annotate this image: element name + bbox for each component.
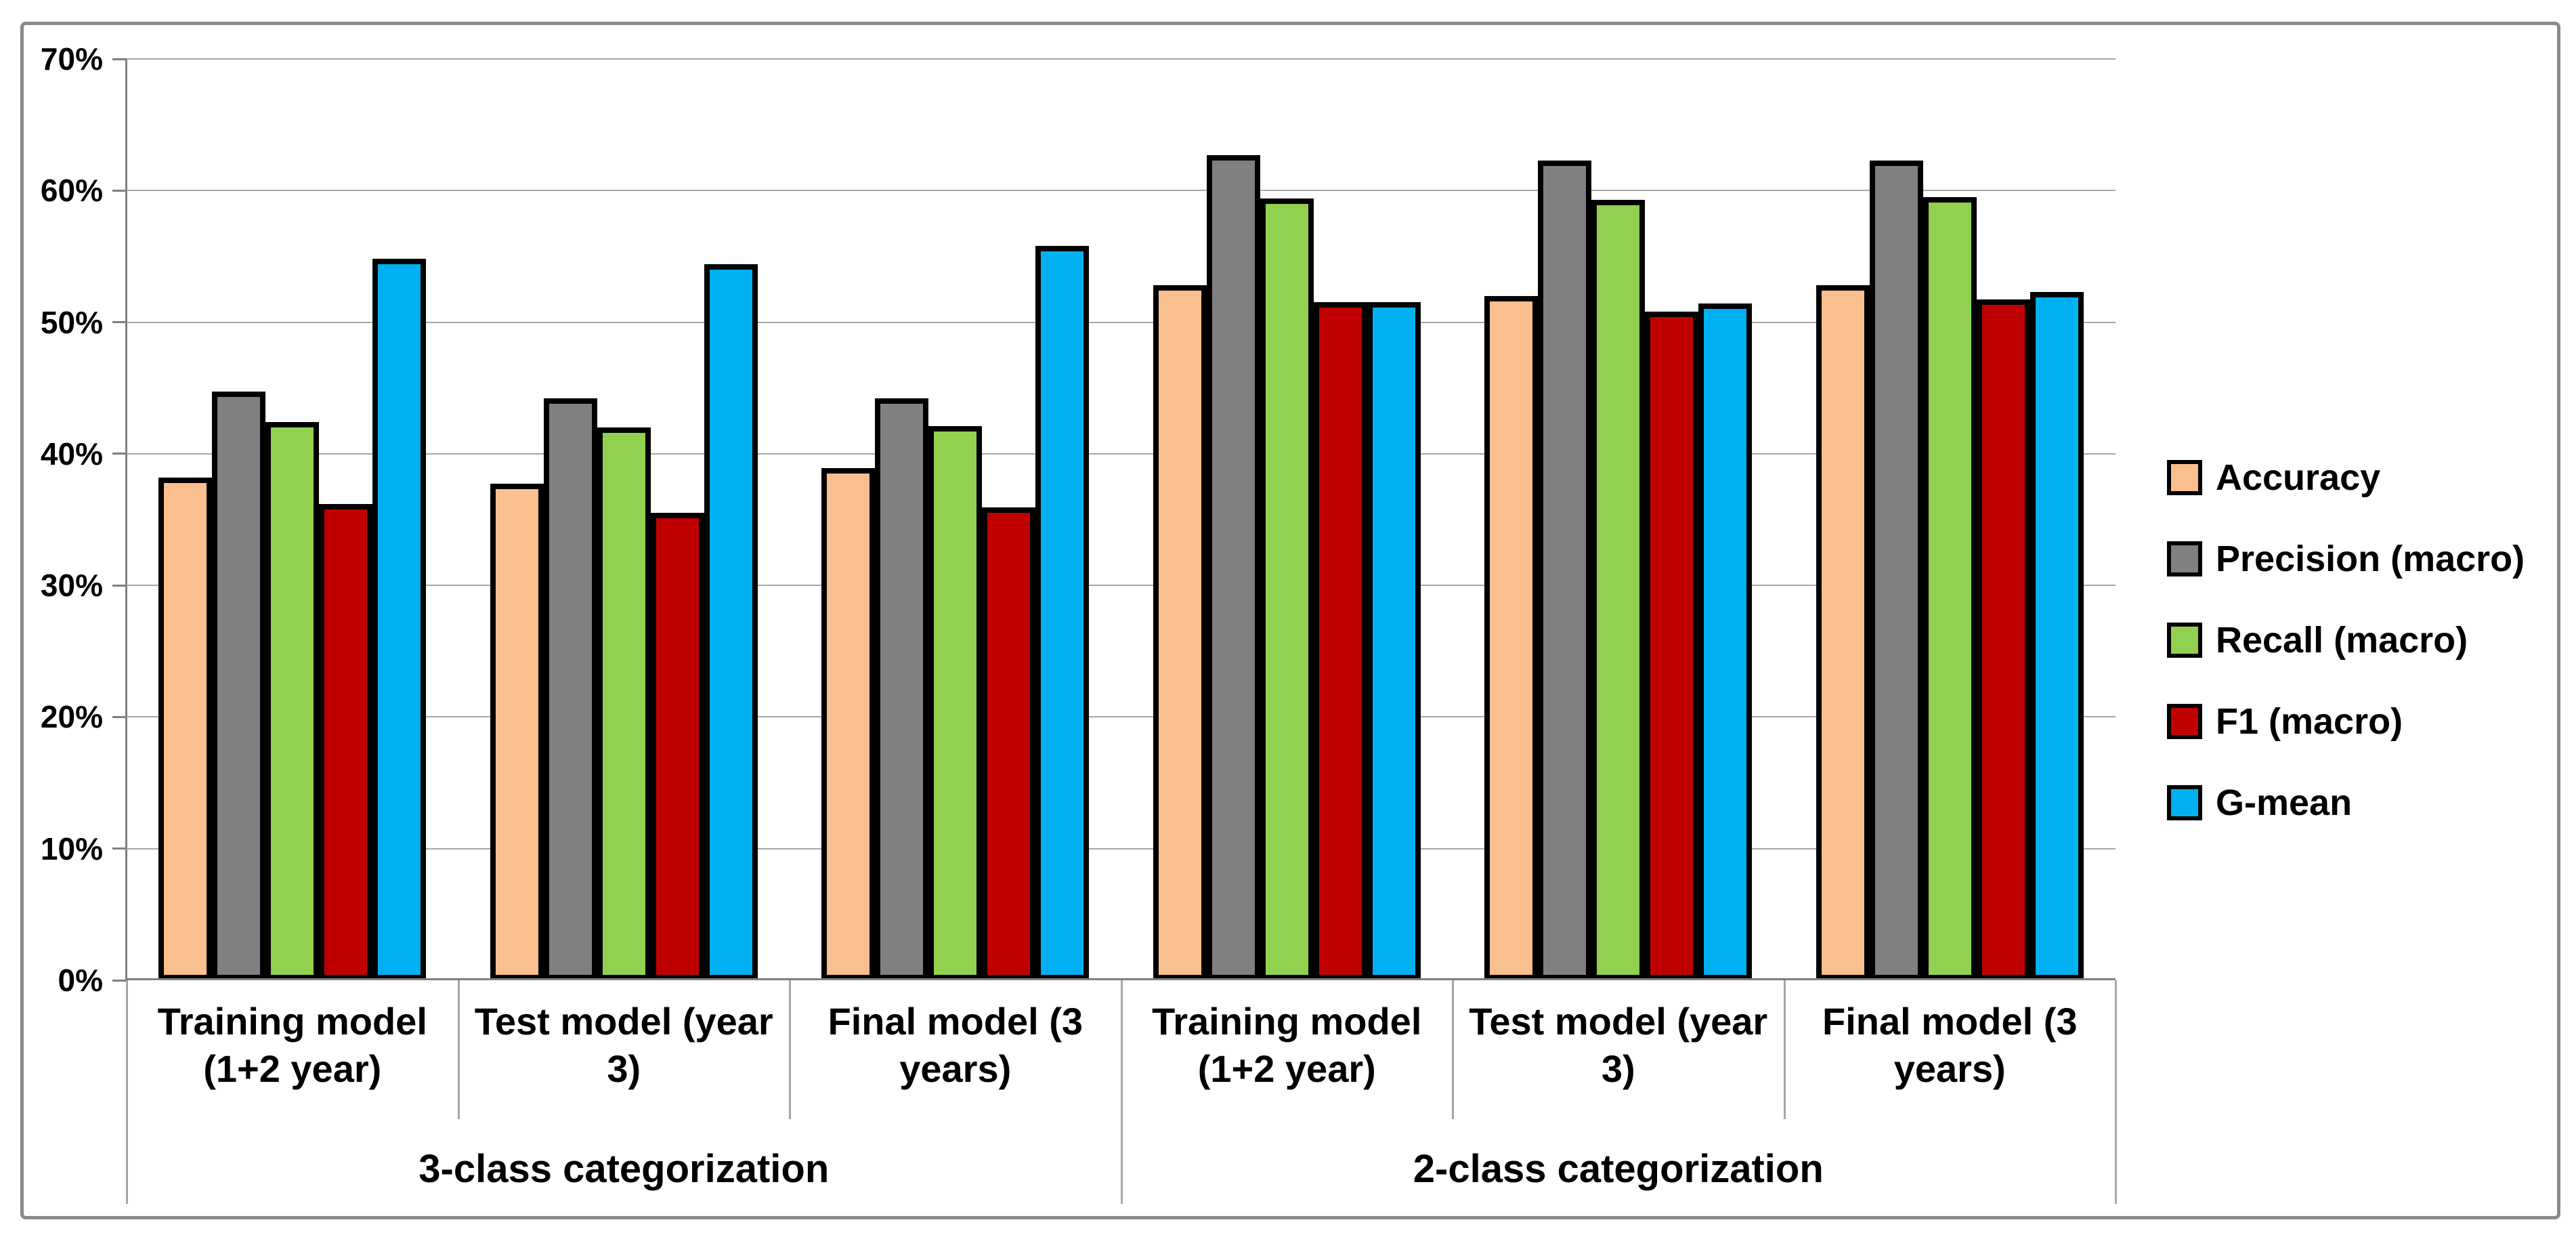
- gridline-20: [127, 716, 2116, 718]
- bar-accuracy-group6: [1816, 285, 1870, 980]
- gridline-10: [127, 847, 2116, 850]
- group-axis-row: 3-class categorization 2-class categoriz…: [127, 1119, 2116, 1206]
- bar-precision-macro-group3: [875, 398, 929, 980]
- plot-area: [127, 58, 2116, 980]
- bar-g-mean-group6: [2030, 291, 2084, 980]
- legend-label-precision-macro: Precision (macro): [2216, 539, 2525, 579]
- category-label-cell: Test model (year 3): [458, 980, 790, 1119]
- bar-g-mean-group5: [1698, 303, 1753, 980]
- y-tick-label-10: 10%: [40, 831, 103, 866]
- y-tick-mark-30: [112, 584, 127, 587]
- y-tick-mark-70: [112, 58, 127, 60]
- bar-recall-macro-group5: [1591, 199, 1646, 980]
- category-label: Training model (1+2 year): [157, 1000, 427, 1090]
- category-label: Training model (1+2 year): [1152, 1000, 1422, 1090]
- bar-accuracy-group4: [1153, 285, 1207, 980]
- gridline-40: [127, 453, 2116, 455]
- category-label: Final model (3 years): [1822, 1000, 2078, 1090]
- category-label: Final model (3 years): [828, 1000, 1083, 1090]
- bar-precision-macro-group4: [1206, 154, 1260, 980]
- bar-recall-macro-group4: [1260, 198, 1314, 980]
- y-tick-label-60: 60%: [40, 173, 103, 209]
- bar-g-mean-group1: [372, 259, 427, 980]
- y-axis-line: [125, 59, 127, 980]
- legend-swatch-g-mean: [2167, 785, 2202, 820]
- bar-recall-macro-group1: [265, 422, 320, 980]
- legend-item-f1-macro: F1 (macro): [2167, 703, 2525, 740]
- group-separator: [2115, 980, 2117, 1204]
- legend-label-recall-macro: Recall (macro): [2216, 620, 2468, 661]
- legend-label-f1-macro: F1 (macro): [2216, 701, 2403, 742]
- legend-swatch-recall-macro: [2167, 623, 2202, 658]
- category-label-cell: Final model (3 years): [1784, 980, 2116, 1119]
- group-separator: [1120, 980, 1123, 1204]
- bar-precision-macro-group5: [1538, 160, 1592, 980]
- x-axis-line: [127, 978, 2116, 980]
- category-separator: [1452, 980, 1454, 1119]
- y-tick-mark-40: [112, 453, 127, 455]
- group-label: 3-class categorization: [418, 1146, 830, 1191]
- gridline-50: [127, 321, 2116, 323]
- group-label: 2-class categorization: [1413, 1146, 1824, 1191]
- y-tick-label-40: 40%: [40, 436, 103, 471]
- category-label-cell: Test model (year 3): [1453, 980, 1784, 1119]
- category-separator: [789, 980, 791, 1119]
- bar-accuracy-group5: [1484, 295, 1539, 980]
- legend-swatch-accuracy: [2167, 460, 2202, 495]
- y-tick-mark-60: [112, 189, 127, 192]
- y-tick-mark-10: [112, 847, 127, 850]
- gridline-60: [127, 190, 2116, 192]
- bar-f1-macro-group5: [1645, 311, 1699, 980]
- legend-item-accuracy: Accuracy: [2167, 459, 2525, 496]
- legend-item-g-mean: G-mean: [2167, 784, 2525, 821]
- y-tick-label-50: 50%: [40, 304, 103, 340]
- category-separator: [1783, 980, 1786, 1119]
- category-label: Test model (year 3): [474, 1000, 773, 1090]
- bar-accuracy-group2: [490, 484, 544, 980]
- bar-precision-macro-group6: [1869, 160, 1923, 980]
- bar-g-mean-group2: [704, 264, 758, 980]
- y-tick-label-70: 70%: [40, 41, 103, 77]
- bar-accuracy-group1: [158, 477, 213, 980]
- group-label-cell-2class: 2-class categorization: [1121, 1119, 2116, 1206]
- y-tick-mark-50: [112, 321, 127, 324]
- y-tick-label-30: 30%: [40, 568, 103, 604]
- category-separator: [457, 980, 460, 1119]
- legend-item-precision-macro: Precision (macro): [2167, 541, 2525, 577]
- category-label-cell: Training model (1+2 year): [127, 980, 458, 1119]
- legend-swatch-precision-macro: [2167, 541, 2202, 576]
- bar-f1-macro-group4: [1313, 302, 1367, 980]
- category-label-cell: Training model (1+2 year): [1121, 980, 1453, 1119]
- group-label-cell-3class: 3-class categorization: [127, 1119, 1121, 1206]
- bar-precision-macro-group1: [212, 392, 266, 980]
- y-tick-mark-0: [112, 979, 127, 982]
- bar-f1-macro-group3: [982, 507, 1036, 980]
- bar-f1-macro-group6: [1976, 299, 2030, 980]
- group-separator: [126, 980, 128, 1204]
- legend-item-recall-macro: Recall (macro): [2167, 622, 2525, 658]
- legend-swatch-f1-macro: [2167, 704, 2202, 739]
- bar-recall-macro-group6: [1923, 196, 1977, 980]
- y-tick-label-0: 0%: [58, 963, 103, 998]
- category-label-cell: Final model (3 years): [790, 980, 1121, 1119]
- bar-accuracy-group3: [821, 468, 876, 980]
- category-label: Test model (year 3): [1469, 1000, 1768, 1090]
- y-tick-label-20: 20%: [40, 699, 103, 735]
- bar-recall-macro-group2: [597, 427, 651, 980]
- legend-label-accuracy: Accuracy: [2216, 457, 2381, 498]
- legend-label-g-mean: G-mean: [2216, 782, 2353, 823]
- gridline-70: [127, 58, 2116, 60]
- bar-f1-macro-group2: [650, 513, 704, 980]
- bar-f1-macro-group1: [319, 503, 373, 980]
- bar-g-mean-group4: [1367, 302, 1421, 980]
- legend: Accuracy Precision (macro) Recall (macro…: [2167, 459, 2525, 821]
- y-tick-mark-20: [112, 715, 127, 718]
- category-axis-row: Training model (1+2 year) Test model (ye…: [127, 980, 2116, 1119]
- bar-g-mean-group3: [1035, 245, 1090, 980]
- bar-precision-macro-group2: [543, 398, 597, 980]
- gridline-30: [127, 585, 2116, 587]
- bar-recall-macro-group3: [928, 425, 983, 980]
